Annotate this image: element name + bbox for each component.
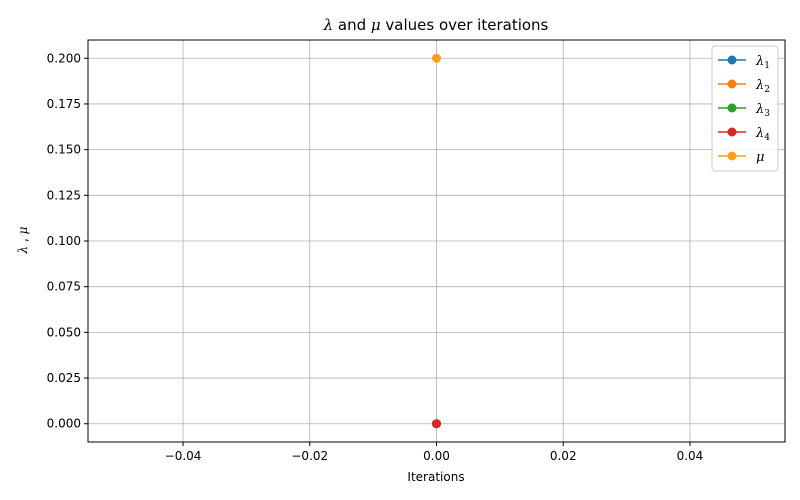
legend: λ1 λ2 λ3 λ4 μ [711, 45, 779, 172]
y-tick-label: 0.075 [47, 280, 81, 294]
y-tick-label: 0.150 [47, 143, 81, 157]
legend-label: λ1 [755, 54, 770, 71]
legend-entry-4: λ4 [718, 126, 770, 143]
y-tick-label: 0.100 [47, 234, 81, 248]
y-tick-label: 0.025 [47, 371, 81, 385]
y-axis-ticks: 0.000 0.025 0.050 0.075 0.100 0.125 0.150 0.175… [47, 51, 88, 431]
legend-label: μ [756, 150, 764, 165]
legend-marker [727, 127, 737, 137]
legend-label: λ3 [755, 102, 770, 119]
legend-label: λ4 [755, 126, 770, 143]
x-tick-label: −0.04 [165, 449, 202, 463]
chart-title: λ and μ values over iterations [323, 16, 549, 34]
legend-marker [727, 79, 737, 89]
y-tick-label: 0.050 [47, 325, 81, 339]
legend-entry-1: λ1 [718, 54, 770, 71]
legend-entry-5: μ [718, 150, 764, 165]
legend-label: λ2 [755, 78, 770, 95]
legend-marker [727, 55, 737, 65]
y-tick-label: 0.000 [47, 417, 81, 431]
x-tick-label: −0.02 [291, 449, 328, 463]
legend-marker [727, 103, 737, 113]
x-axis-ticks: −0.04 −0.02 0.00 0.02 0.04 [165, 442, 704, 463]
y-axis-label: λ , μ [16, 226, 30, 254]
data-point-series-5 [432, 53, 441, 63]
y-tick-label: 0.200 [47, 51, 81, 65]
data-point-series-4 [432, 419, 441, 429]
y-tick-label: 0.175 [47, 97, 81, 111]
x-tick-label: 0.00 [423, 449, 450, 463]
x-axis-label: Iterations [407, 470, 464, 484]
x-tick-label: 0.02 [550, 449, 577, 463]
legend-entries: λ1 λ2 λ3 λ4 μ [718, 54, 770, 165]
legend-entry-3: λ3 [718, 102, 770, 119]
legend-marker [727, 151, 737, 161]
y-tick-label: 0.125 [47, 188, 81, 202]
x-tick-label: 0.04 [677, 449, 704, 463]
legend-entry-2: λ2 [718, 78, 770, 95]
data-markers [432, 53, 441, 429]
